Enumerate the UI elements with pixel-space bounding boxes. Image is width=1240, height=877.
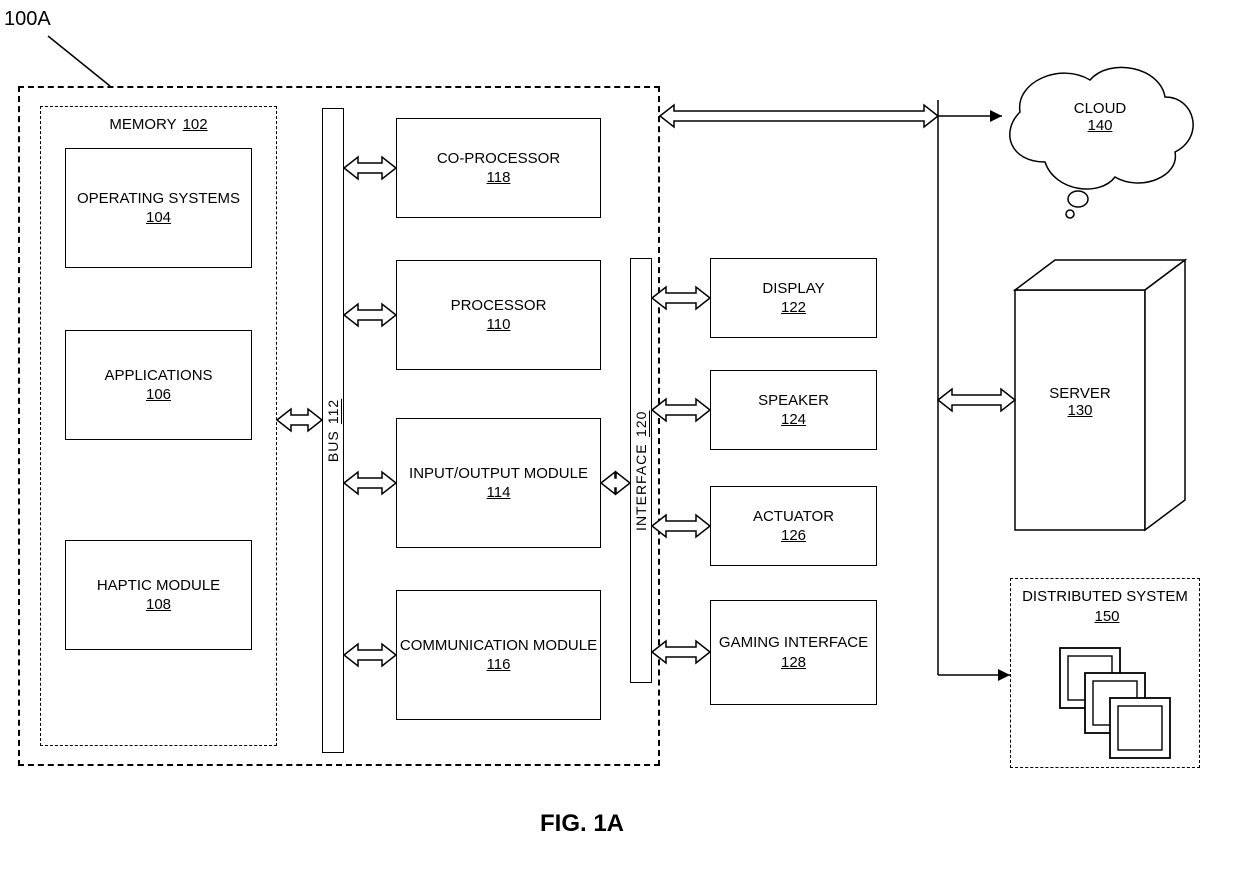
memory-ref: 102: [183, 115, 208, 135]
coproc-ref: 118: [487, 168, 511, 188]
interface-ref: 120: [632, 411, 650, 437]
speaker-label: SPEAKER: [758, 391, 829, 411]
server-ref: 130: [1040, 402, 1120, 419]
actuator-box: ACTUATOR 126: [710, 486, 877, 566]
distributed-box: DISTRIBUTED SYSTEM 150: [1010, 578, 1200, 768]
comm-label: COMMUNICATION MODULE: [400, 636, 597, 656]
distributed-label: DISTRIBUTED SYSTEM: [1022, 588, 1188, 605]
apps-label: APPLICATIONS: [104, 366, 212, 386]
io-label: INPUT/OUTPUT MODULE: [409, 464, 588, 484]
os-label: OPERATING SYSTEMS: [77, 189, 240, 209]
server-label: SERVER: [1040, 385, 1120, 402]
gaming-label: GAMING INTERFACE: [719, 633, 868, 653]
distributed-ref: 150: [1094, 608, 1119, 625]
figure-id: 100A: [4, 8, 51, 31]
proc-ref: 110: [487, 315, 511, 335]
speaker-box: SPEAKER 124: [710, 370, 877, 450]
gaming-ref: 128: [781, 653, 806, 673]
cloud-ref: 140: [1060, 117, 1140, 134]
interface-label: INTERFACE: [632, 443, 650, 531]
haptic-label: HAPTIC MODULE: [97, 576, 220, 596]
apps-ref: 106: [146, 385, 171, 405]
io-box: INPUT/OUTPUT MODULE 114: [396, 418, 601, 548]
gaming-box: GAMING INTERFACE 128: [710, 600, 877, 705]
coproc-box: CO-PROCESSOR 118: [396, 118, 601, 218]
os-box: OPERATING SYSTEMS 104: [65, 148, 252, 268]
bus-label: BUS: [324, 430, 342, 462]
interface-box: INTERFACE 120: [630, 258, 652, 683]
haptic-ref: 108: [146, 595, 171, 615]
proc-box: PROCESSOR 110: [396, 260, 601, 370]
display-label: DISPLAY: [762, 279, 824, 299]
os-ref: 104: [146, 208, 171, 228]
apps-box: APPLICATIONS 106: [65, 330, 252, 440]
bus-ref: 112: [324, 399, 342, 424]
actuator-label: ACTUATOR: [753, 507, 834, 527]
memory-label: MEMORY: [109, 115, 176, 135]
coproc-label: CO-PROCESSOR: [437, 149, 560, 169]
cloud-label-wrap: CLOUD 140: [1060, 100, 1140, 134]
cloud-label: CLOUD: [1060, 100, 1140, 117]
speaker-ref: 124: [781, 410, 806, 430]
comm-box: COMMUNICATION MODULE 116: [396, 590, 601, 720]
comm-ref: 116: [487, 655, 511, 675]
actuator-ref: 126: [781, 526, 806, 546]
proc-label: PROCESSOR: [451, 296, 547, 316]
server-label-wrap: SERVER 130: [1040, 385, 1120, 419]
haptic-box: HAPTIC MODULE 108: [65, 540, 252, 650]
diagram-canvas: 100A MEMORY 102 OPERATING SYSTEMS 104 AP…: [0, 0, 1240, 877]
display-box: DISPLAY 122: [710, 258, 877, 338]
figure-caption: FIG. 1A: [540, 810, 624, 838]
io-ref: 114: [487, 483, 511, 503]
display-ref: 122: [781, 298, 806, 318]
bus-box: BUS 112: [322, 108, 344, 753]
